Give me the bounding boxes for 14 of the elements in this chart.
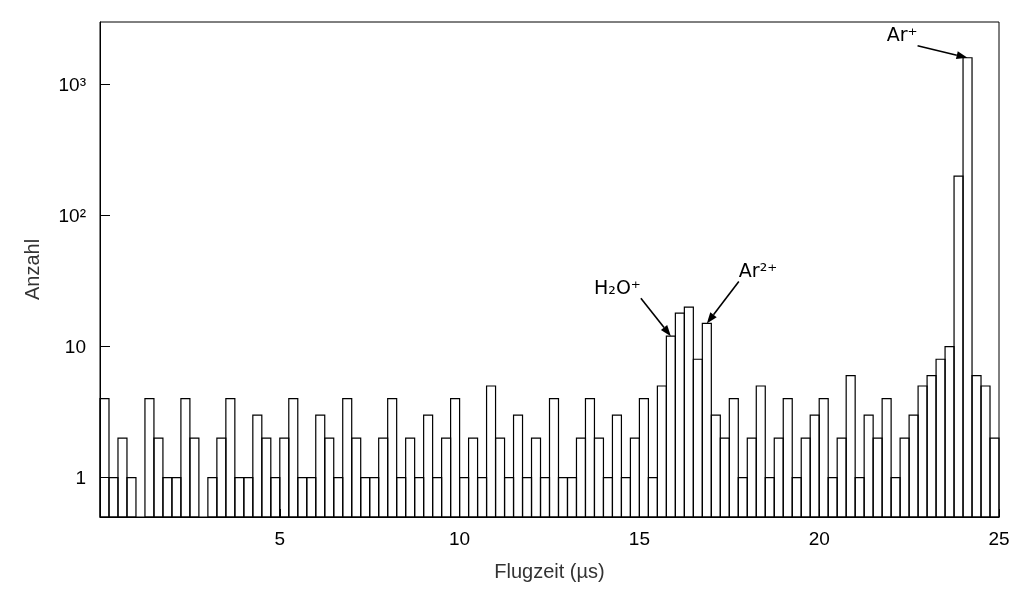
x-tick-label: 20: [808, 528, 830, 549]
y-tick-label: 10: [64, 336, 86, 358]
y-axis-title: Anzahl: [21, 238, 43, 301]
x-tick-label: 15: [628, 528, 650, 549]
x-tick-label: 25: [988, 528, 1010, 549]
y-tick-label: 10³: [58, 74, 86, 96]
x-tick-label: 5: [274, 528, 286, 549]
y-tick-label: 10²: [58, 205, 86, 227]
x-axis-title: Flugzeit (µs): [494, 560, 605, 582]
annotation: Ar²⁺: [738, 258, 778, 281]
annotation: H₂O⁺: [593, 275, 641, 298]
x-tick-label: 10: [449, 528, 471, 549]
annotation: Ar⁺: [886, 23, 918, 46]
y-tick-label: 1: [75, 467, 86, 489]
